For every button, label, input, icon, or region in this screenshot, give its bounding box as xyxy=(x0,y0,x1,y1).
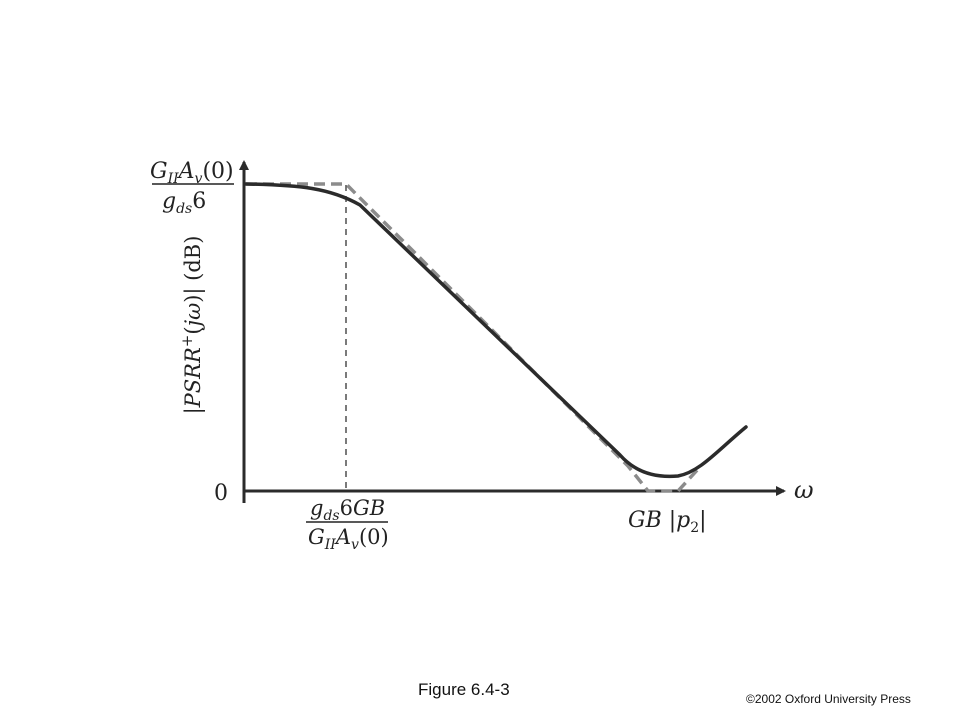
y-axis-top-label: GIIAv(0) gds6 xyxy=(150,159,234,217)
svg-text:GIIAv(0): GIIAv(0) xyxy=(308,525,389,553)
x-axis-label: ω xyxy=(794,476,814,504)
asymptote-curve xyxy=(246,182,702,493)
svg-text:|PSRR+(jω)| (dB): |PSRR+(jω)| (dB) xyxy=(178,236,206,415)
psrr-response-curve xyxy=(244,182,748,479)
y-axis-label: |PSRR+(jω)| (dB) xyxy=(178,236,206,415)
svg-text:gds6: gds6 xyxy=(162,189,206,217)
svg-text:gds6GB: gds6GB xyxy=(310,496,385,524)
figure-caption: Figure 6.4-3 xyxy=(418,680,510,699)
svg-text:GIIAv(0): GIIAv(0) xyxy=(150,159,234,187)
svg-text:GB |p2|: GB |p2| xyxy=(628,508,707,536)
x-axis-tick-pole: GB |p2| xyxy=(628,508,707,536)
x-axis-tick-corner: gds6GB GIIAv(0) xyxy=(306,496,389,553)
copyright-notice: ©2002 Oxford University Press xyxy=(746,692,911,706)
y-axis-zero-label: 0 xyxy=(214,481,228,506)
